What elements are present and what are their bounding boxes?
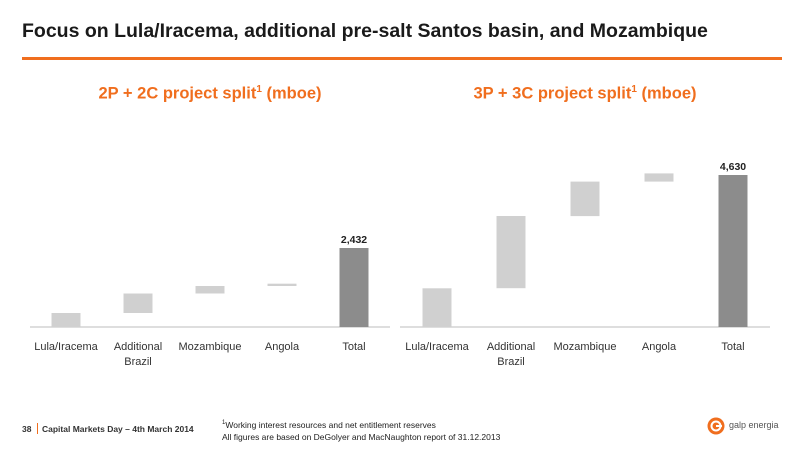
galp-logo-text: galp energia [729,420,779,430]
bar-right-1 [496,216,526,289]
bar-right-0 [422,288,452,327]
galp-logo-icon [707,417,725,435]
chart-title-right-text: 3P + 3C project split [473,84,632,103]
category-label-left-2: Mozambique [179,341,242,353]
footnote-marker: 1 [222,420,226,427]
category-label-right-1: Additional Brazil [487,341,535,368]
title-rule [22,57,782,60]
bar-left-3 [267,283,297,286]
category-label-right-3: Angola [642,341,677,353]
bar-left-2 [195,286,225,294]
bar-left-4 [339,248,369,327]
bar-left-1 [123,293,153,313]
category-label-right-4: Total [721,341,744,353]
category-label-left-1: Additional Brazil [114,341,162,368]
data-label-left-4: 2,432 [341,234,367,246]
category-label-right-2: Mozambique [554,341,617,353]
chart-title-left: 2P + 2C project split1 (mboe) [30,84,390,104]
bar-right-3 [644,173,674,182]
bar-right-2 [570,181,600,217]
category-label-left-0: Lula/Iracema [34,341,98,353]
category-label-right-0: Lula/Iracema [405,341,469,353]
footnote-1-text: Working interest resources and net entit… [225,420,436,430]
footer-separator [37,423,38,434]
chart-title-left-text: 2P + 2C project split [98,84,257,103]
bar-right-4 [718,175,748,327]
page-number: 38 [22,424,32,434]
slide-title: Focus on Lula/Iracema, additional pre-sa… [22,20,708,42]
category-label-left-3: Angola [265,341,300,353]
galp-logo: galp energia [707,417,787,437]
category-label-left-4: Total [342,341,365,353]
chart-title-right: 3P + 3C project split1 (mboe) [400,84,770,104]
footnote-1: 1Working interest resources and net enti… [222,420,436,430]
bar-left-0 [51,313,81,327]
chart-title-left-sup: 1 [256,84,262,95]
chart-title-right-sup: 1 [631,84,637,95]
event-label: Capital Markets Day – 4th March 2014 [42,424,194,434]
chart-title-left-unit: (mboe) [266,84,322,103]
chart-title-right-unit: (mboe) [641,84,697,103]
footnote-2: All figures are based on DeGolyer and Ma… [222,432,501,442]
data-label-right-4: 4,630 [720,161,746,173]
